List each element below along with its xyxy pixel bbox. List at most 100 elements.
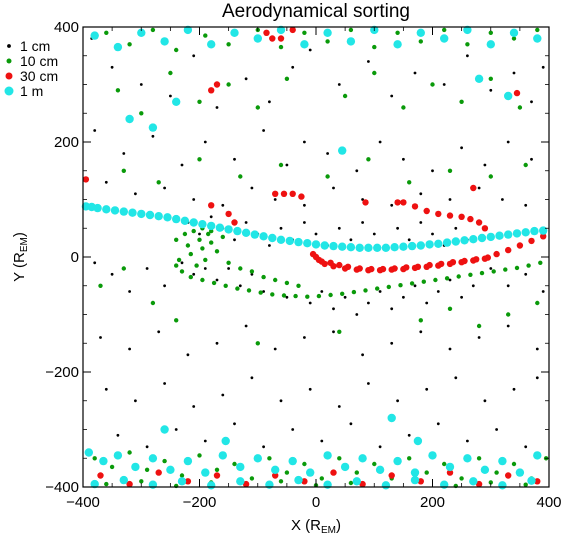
data-point (511, 461, 517, 467)
data-point (93, 129, 97, 132)
data-point (225, 210, 232, 218)
data-point (473, 256, 480, 263)
data-point (410, 475, 420, 485)
data-point (215, 223, 225, 232)
data-point (273, 277, 278, 283)
data-point (151, 134, 155, 138)
data-point (523, 162, 528, 168)
data-point (351, 289, 357, 295)
data-point (156, 180, 161, 185)
data-point (198, 232, 201, 236)
data-point (433, 277, 438, 283)
data-point (373, 243, 382, 252)
data-point (250, 376, 254, 380)
data-point (512, 71, 516, 75)
data-point (279, 226, 283, 230)
data-point (534, 478, 541, 485)
data-point (157, 330, 161, 334)
data-point (104, 387, 108, 391)
data-point (224, 225, 233, 234)
data-point (501, 198, 504, 201)
data-point (401, 105, 406, 110)
data-point (483, 399, 487, 403)
data-point (180, 216, 190, 225)
data-point (301, 478, 308, 485)
data-point (223, 283, 228, 288)
data-point (296, 283, 301, 288)
legend-entry: 1 cm (7, 38, 50, 54)
data-point (425, 240, 434, 249)
data-point (284, 470, 290, 475)
data-point (134, 192, 137, 196)
data-point (231, 219, 238, 226)
data-point (488, 174, 493, 179)
data-point (463, 454, 472, 463)
data-point (425, 387, 429, 391)
data-point (530, 157, 533, 161)
data-point (451, 237, 460, 246)
data-point (346, 37, 356, 46)
data-point (436, 290, 440, 293)
data-point (336, 261, 343, 269)
data-point (465, 42, 470, 47)
data-point (489, 267, 493, 270)
data-point (180, 163, 184, 167)
data-point (505, 246, 512, 254)
data-point (461, 257, 468, 265)
data-point (328, 292, 333, 298)
data-point (349, 422, 353, 426)
data-point (261, 274, 266, 280)
data-point (300, 40, 309, 49)
data-point (185, 243, 191, 248)
data-point (504, 91, 513, 101)
data-point (284, 76, 290, 82)
data-point (128, 347, 132, 351)
data-point (419, 192, 423, 196)
data-point (184, 478, 192, 485)
data-point (359, 480, 366, 488)
data-point (203, 257, 208, 263)
data-point (235, 286, 240, 291)
data-point (150, 27, 156, 33)
data-point (517, 105, 523, 110)
x-axis-label-close: ) (336, 517, 341, 534)
data-point (226, 82, 231, 87)
data-point (186, 353, 190, 357)
data-point (323, 28, 332, 37)
y-axis-label-sub: EM (19, 237, 30, 252)
data-point (93, 203, 102, 213)
data-point (528, 237, 535, 245)
data-point (407, 433, 411, 437)
data-point (102, 205, 111, 214)
data-point (134, 399, 137, 403)
data-point (207, 481, 216, 490)
data-point (238, 266, 243, 271)
data-point (258, 290, 263, 295)
data-point (342, 93, 348, 99)
data-point (189, 218, 198, 227)
data-point (272, 472, 279, 479)
data-point (179, 269, 185, 274)
data-point (535, 300, 540, 306)
data-point (338, 242, 347, 251)
y-tick-label: −200 (45, 364, 79, 381)
data-point (110, 65, 114, 69)
data-point (484, 254, 491, 261)
data-point (506, 324, 510, 328)
data-point (230, 28, 239, 37)
data-point (445, 462, 455, 472)
data-point (340, 462, 350, 472)
data-point (200, 246, 205, 251)
data-point (273, 198, 277, 201)
data-point (447, 306, 453, 311)
data-point (448, 347, 452, 351)
data-point (475, 480, 483, 488)
data-point (442, 27, 447, 33)
data-point (116, 433, 120, 437)
data-point (516, 242, 524, 249)
data-point (233, 422, 236, 426)
data-point (220, 234, 225, 240)
data-point (279, 399, 283, 403)
legend-marker (7, 44, 11, 48)
data-point (166, 465, 175, 474)
